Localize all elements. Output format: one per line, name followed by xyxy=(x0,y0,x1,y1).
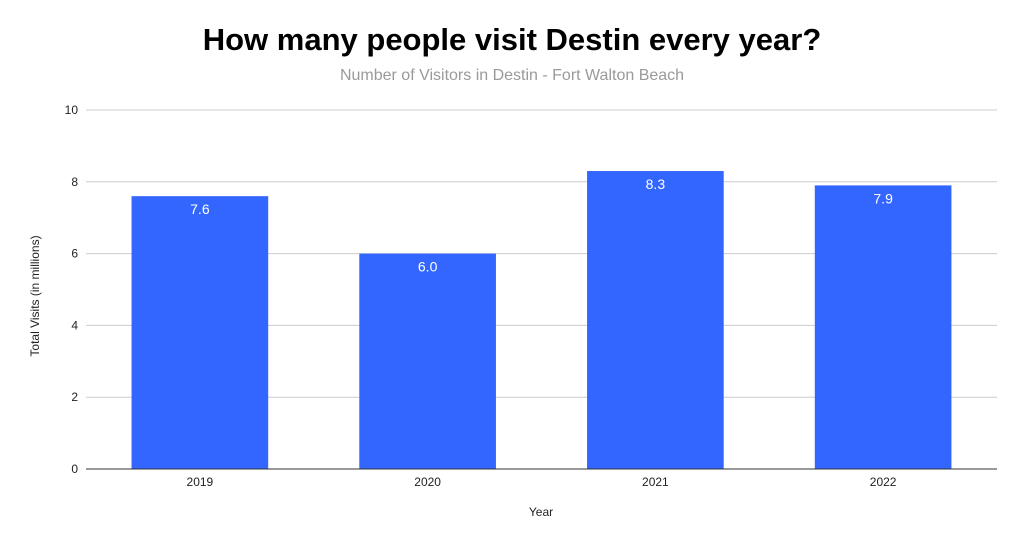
bars xyxy=(131,171,952,469)
y-tick-label: 10 xyxy=(65,103,79,117)
x-axis-label: Year xyxy=(528,505,554,519)
data-labels: 7.6 6.0 8.3 7.9 xyxy=(190,176,893,275)
chart-title: How many people visit Destin every year? xyxy=(202,22,822,57)
data-label: 8.3 xyxy=(646,176,666,192)
x-tick-labels: 2019 2020 2021 2022 xyxy=(187,475,897,489)
y-tick-labels: 0 2 4 6 8 10 xyxy=(65,103,79,476)
bar-2020 xyxy=(359,253,496,469)
y-tick-label: 8 xyxy=(71,175,78,189)
x-tick-label: 2021 xyxy=(642,475,669,489)
bar-2021 xyxy=(587,171,724,469)
y-tick-label: 6 xyxy=(71,247,78,261)
bar-2022 xyxy=(814,185,952,469)
data-label: 7.9 xyxy=(873,190,893,206)
y-tick-label: 2 xyxy=(71,390,78,404)
y-tick-label: 0 xyxy=(71,462,78,476)
y-tick-label: 4 xyxy=(71,318,78,332)
data-label: 6.0 xyxy=(418,259,438,275)
y-axis-label: Total Visits (in millions) xyxy=(28,235,42,357)
data-label: 7.6 xyxy=(190,201,210,217)
chart-subtitle: Number of Visitors in Destin - Fort Walt… xyxy=(339,67,685,84)
x-tick-label: 2020 xyxy=(414,475,441,489)
x-tick-label: 2022 xyxy=(870,475,897,489)
bar-2019 xyxy=(131,196,269,469)
x-tick-label: 2019 xyxy=(187,475,214,489)
